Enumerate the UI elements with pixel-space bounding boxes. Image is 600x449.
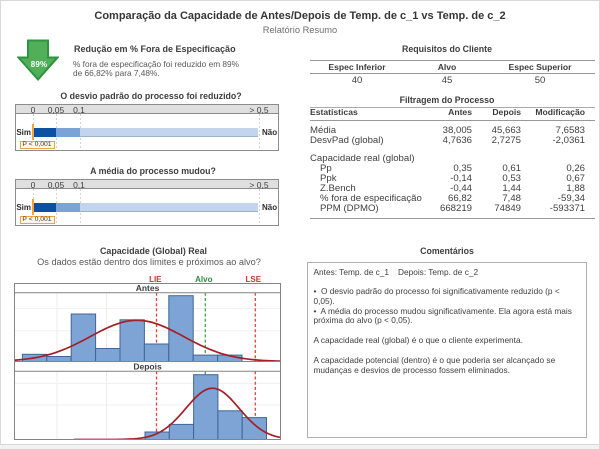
svg-text:Depois: Depois: [133, 362, 162, 372]
svg-text:Antes: Antes: [136, 283, 160, 293]
